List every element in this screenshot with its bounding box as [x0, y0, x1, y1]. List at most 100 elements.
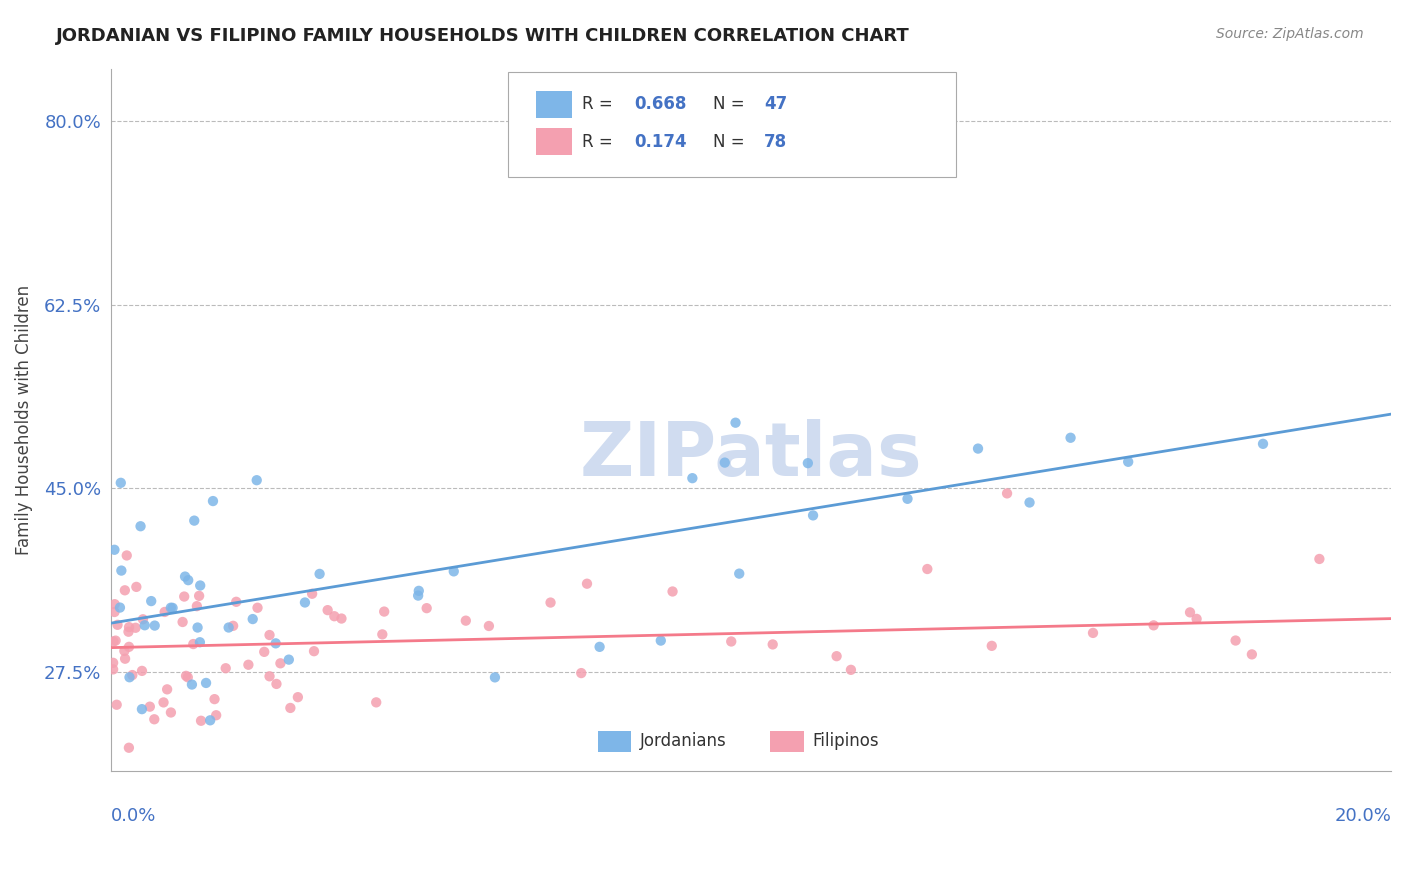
Text: Filipinos: Filipinos	[813, 732, 879, 750]
Point	[105, 698, 128, 712]
Point	[569, 666, 592, 681]
Point	[132, 612, 155, 626]
Point	[110, 475, 132, 490]
Point	[896, 491, 918, 506]
Point	[121, 668, 143, 682]
Point	[443, 565, 465, 579]
Point	[174, 669, 197, 683]
FancyBboxPatch shape	[508, 72, 956, 178]
Point	[238, 657, 260, 672]
Point	[201, 494, 224, 508]
Point	[222, 619, 245, 633]
Point	[173, 590, 195, 604]
Point	[294, 595, 316, 609]
Point	[183, 514, 205, 528]
Point	[316, 603, 339, 617]
Point	[253, 645, 276, 659]
Point	[1185, 612, 1208, 626]
Point	[141, 594, 163, 608]
Point	[195, 676, 218, 690]
Point	[540, 596, 562, 610]
FancyBboxPatch shape	[598, 731, 631, 752]
Point	[107, 617, 129, 632]
Point	[373, 605, 395, 619]
Point	[967, 442, 990, 456]
Point	[825, 649, 848, 664]
Point	[1308, 552, 1330, 566]
Text: N =: N =	[713, 133, 749, 151]
Point	[728, 566, 751, 581]
FancyBboxPatch shape	[536, 91, 572, 118]
Point	[801, 508, 824, 523]
Point	[152, 695, 174, 709]
Point	[188, 578, 211, 592]
Point	[104, 597, 127, 611]
Text: 0.668: 0.668	[634, 95, 688, 113]
Point	[118, 640, 141, 654]
Point	[1142, 618, 1164, 632]
Point	[681, 471, 703, 485]
Point	[118, 740, 141, 755]
Point	[156, 682, 179, 697]
Point	[415, 601, 437, 615]
Point	[650, 633, 672, 648]
Point	[301, 587, 323, 601]
Point	[308, 566, 330, 581]
Point	[259, 628, 281, 642]
Point	[246, 600, 269, 615]
Point	[1240, 648, 1263, 662]
Point	[124, 621, 146, 635]
Point	[139, 699, 162, 714]
Point	[225, 595, 247, 609]
Point	[172, 615, 194, 629]
Point	[153, 605, 176, 619]
Point	[839, 663, 862, 677]
Point	[408, 583, 430, 598]
Point	[917, 562, 939, 576]
Point	[190, 714, 212, 728]
Point	[131, 702, 153, 716]
Point	[323, 609, 346, 624]
Point	[980, 639, 1002, 653]
Point	[110, 564, 132, 578]
Point	[797, 456, 820, 470]
Point	[302, 644, 325, 658]
Point	[588, 640, 610, 654]
Point	[1081, 626, 1104, 640]
Point	[103, 634, 125, 648]
Point	[205, 708, 228, 723]
Point	[118, 620, 141, 634]
Point	[484, 670, 506, 684]
Point	[242, 612, 264, 626]
Point	[188, 589, 211, 603]
Point	[575, 576, 598, 591]
Point	[104, 633, 127, 648]
Point	[246, 473, 269, 487]
Point	[103, 542, 125, 557]
Point	[103, 605, 125, 619]
Point	[188, 635, 211, 649]
Point	[198, 714, 221, 728]
Point	[280, 701, 302, 715]
Point	[114, 583, 136, 598]
Point	[162, 600, 184, 615]
Point	[995, 486, 1018, 500]
Point	[1116, 455, 1139, 469]
Text: 47: 47	[763, 95, 787, 113]
Text: R =: R =	[582, 95, 619, 113]
Text: JORDANIAN VS FILIPINO FAMILY HOUSEHOLDS WITH CHILDREN CORRELATION CHART: JORDANIAN VS FILIPINO FAMILY HOUSEHOLDS …	[56, 27, 910, 45]
Text: ZIPatlas: ZIPatlas	[579, 418, 922, 491]
Point	[143, 618, 166, 632]
Point	[204, 692, 226, 706]
Point	[478, 619, 501, 633]
Point	[713, 456, 735, 470]
Text: Jordanians: Jordanians	[640, 732, 727, 750]
Y-axis label: Family Households with Children: Family Households with Children	[15, 285, 32, 555]
Point	[129, 519, 152, 533]
Point	[1251, 437, 1274, 451]
Point	[330, 611, 353, 625]
Point	[186, 599, 208, 614]
Point	[218, 621, 240, 635]
Point	[125, 580, 148, 594]
Point	[1225, 633, 1247, 648]
